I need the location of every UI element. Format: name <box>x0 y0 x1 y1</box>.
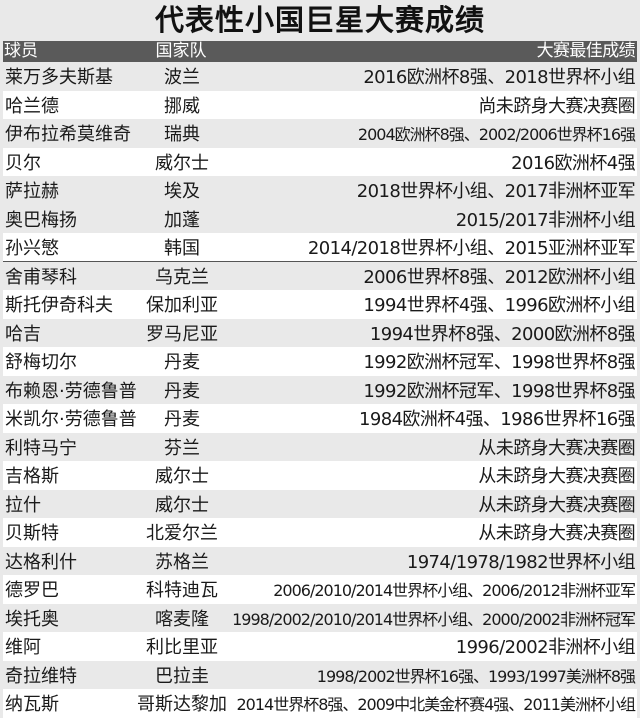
table-row: 利特马宁 芬兰 从未跻身大赛决赛圈 <box>3 432 637 461</box>
result-cell: 1994世界杯8强、2000欧洲杯8强 <box>369 323 636 345</box>
player-cell: 米凯尔·劳德鲁普 <box>5 409 137 431</box>
table-row: 舍甫琴科 乌克兰 2006世界杯8强、2012欧洲杯小组 <box>3 261 637 290</box>
country-cell: 挪威 <box>164 95 200 117</box>
result-cell: 2015/2017非洲杯小组 <box>455 209 636 231</box>
country-cell: 北爱尔兰 <box>146 523 218 545</box>
result-cell: 从未跻身大赛决赛圈 <box>478 494 635 516</box>
result-cell: 1998/2002/2010/2014世界杯小组、2000/2002非洲杯冠军 <box>232 609 636 629</box>
player-cell: 哈吉 <box>5 323 41 345</box>
table-row: 萨拉赫 埃及 2018世界杯小组、2017非洲杯亚军 <box>3 176 637 205</box>
country-cell: 喀麦隆 <box>155 608 209 630</box>
table-row: 拉什 威尔士 从未跻身大赛决赛圈 <box>3 489 637 518</box>
table-row: 贝尔 威尔士 2016欧洲杯4强 <box>3 147 637 176</box>
table-row: 米凯尔·劳德鲁普 丹麦 1984欧洲杯4强、1986世界杯16强 <box>3 404 637 433</box>
player-cell: 舍甫琴科 <box>5 266 77 288</box>
table-row: 伊布拉希莫维奇 瑞典 2004欧洲杯8强、2002/2006世界杯16强 <box>3 119 637 148</box>
result-cell: 1994世界杯4强、1996欧洲杯小组 <box>363 295 635 317</box>
result-cell: 2004欧洲杯8强、2002/2006世界杯16强 <box>357 125 636 145</box>
country-cell: 丹麦 <box>164 380 200 402</box>
country-cell: 威尔士 <box>155 152 209 174</box>
country-cell: 丹麦 <box>164 409 200 431</box>
result-cell: 1996/2002非洲杯小组 <box>455 637 636 659</box>
result-cell: 2018世界杯小组、2017非洲杯亚军 <box>356 181 636 203</box>
player-cell: 布赖恩·劳德鲁普 <box>5 380 137 402</box>
country-cell: 科特迪瓦 <box>146 580 218 602</box>
player-cell: 舒梅切尔 <box>5 352 77 374</box>
header-country: 国家队 <box>155 41 207 61</box>
result-cell: 2014世界杯8强、2009中北美金杯赛4强、2011美洲杯小组 <box>236 695 636 715</box>
table-row: 德罗巴 科特迪瓦 2006/2010/2014世界杯小组、2006/2012非洲杯亚… <box>3 575 637 604</box>
player-cell: 德罗巴 <box>5 580 59 602</box>
player-cell: 拉什 <box>5 494 41 516</box>
country-cell: 哥斯达黎加 <box>137 694 227 716</box>
player-cell: 吉格斯 <box>5 466 59 488</box>
table-row: 维阿 利比里亚 1996/2002非洲杯小组 <box>3 632 637 661</box>
player-cell: 莱万多夫斯基 <box>5 67 113 89</box>
country-cell: 波兰 <box>164 67 200 89</box>
country-cell: 丹麦 <box>164 352 200 374</box>
country-cell: 瑞典 <box>164 124 200 146</box>
table-row: 哈兰德 挪威 尚未跻身大赛决赛圈 <box>3 90 637 119</box>
table-row: 埃托奥 喀麦隆 1998/2002/2010/2014世界杯小组、2000/2002… <box>3 603 637 632</box>
player-cell: 维阿 <box>5 637 41 659</box>
country-cell: 威尔士 <box>155 466 209 488</box>
player-cell: 孙兴慜 <box>5 237 59 259</box>
player-cell: 萨拉赫 <box>5 181 59 203</box>
table-row: 纳瓦斯 哥斯达黎加 2014世界杯8强、2009中北美金杯赛4强、2011美洲杯小组 <box>3 689 637 718</box>
result-cell: 从未跻身大赛决赛圈 <box>478 437 635 459</box>
country-cell: 利比里亚 <box>146 637 218 659</box>
result-cell: 1992欧洲杯冠军、1998世界杯8强 <box>363 352 635 374</box>
player-cell: 哈兰德 <box>5 95 59 117</box>
header-player: 球员 <box>4 41 38 61</box>
result-cell: 2006世界杯8强、2012欧洲杯小组 <box>363 266 635 288</box>
table-body: 莱万多夫斯基 波兰 2016欧洲杯8强、2018世界杯小组哈兰德 挪威 尚未跻身大赛决赛… <box>0 62 640 718</box>
table-row: 莱万多夫斯基 波兰 2016欧洲杯8强、2018世界杯小组 <box>3 62 637 91</box>
header-result: 大赛最佳成绩 <box>536 41 636 61</box>
table-row: 奇拉维特 巴拉圭 1998/2002世界杯16强、1993/1997美洲杯8强 <box>3 660 637 689</box>
table-row: 达格利什 苏格兰 1974/1978/1982世界杯小组 <box>3 546 637 575</box>
result-cell: 尚未跻身大赛决赛圈 <box>478 95 635 117</box>
result-cell: 1998/2002世界杯16强、1993/1997美洲杯8强 <box>316 666 636 686</box>
result-cell: 从未跻身大赛决赛圈 <box>478 523 635 545</box>
player-cell: 贝斯特 <box>5 523 59 545</box>
result-cell: 1992欧洲杯冠军、1998世界杯8强 <box>363 380 635 402</box>
table-row: 吉格斯 威尔士 从未跻身大赛决赛圈 <box>3 461 637 490</box>
player-cell: 贝尔 <box>5 152 41 174</box>
player-cell: 纳瓦斯 <box>5 694 59 716</box>
player-cell: 埃托奥 <box>5 608 59 630</box>
country-cell: 乌克兰 <box>155 266 209 288</box>
table-title: 代表性小国巨星大赛成绩 <box>154 3 485 37</box>
table-row: 孙兴慜 韩国 2014/2018世界杯小组、2015亚洲杯亚军 <box>3 233 637 262</box>
country-cell: 芬兰 <box>164 437 200 459</box>
country-cell: 苏格兰 <box>155 551 209 573</box>
table-row: 哈吉 罗马尼亚 1994世界杯8强、2000欧洲杯8强 <box>3 318 637 347</box>
table-row: 贝斯特 北爱尔兰 从未跻身大赛决赛圈 <box>3 518 637 547</box>
player-cell: 奥巴梅扬 <box>5 209 77 231</box>
player-cell: 达格利什 <box>5 551 77 573</box>
table-row: 斯托伊奇科夫 保加利亚 1994世界杯4强、1996欧洲杯小组 <box>3 290 637 319</box>
country-cell: 加蓬 <box>164 209 200 231</box>
result-cell: 2014/2018世界杯小组、2015亚洲杯亚军 <box>307 237 636 259</box>
player-cell: 伊布拉希莫维奇 <box>5 124 131 146</box>
country-cell: 埃及 <box>164 181 200 203</box>
player-cell: 奇拉维特 <box>5 665 77 687</box>
result-cell: 从未跻身大赛决赛圈 <box>478 466 635 488</box>
country-cell: 韩国 <box>164 237 200 259</box>
table-row: 奥巴梅扬 加蓬 2015/2017非洲杯小组 <box>3 204 637 233</box>
table-header: 球员 国家队 大赛最佳成绩 <box>3 41 637 62</box>
result-cell: 2016欧洲杯4强 <box>511 152 635 174</box>
player-cell: 利特马宁 <box>5 437 77 459</box>
table-row: 舒梅切尔 丹麦 1992欧洲杯冠军、1998世界杯8强 <box>3 347 637 376</box>
player-cell: 斯托伊奇科夫 <box>5 295 113 317</box>
result-cell: 1984欧洲杯4强、1986世界杯16强 <box>359 409 636 431</box>
country-cell: 威尔士 <box>155 494 209 516</box>
table-row: 布赖恩·劳德鲁普 丹麦 1992欧洲杯冠军、1998世界杯8强 <box>3 375 637 404</box>
result-cell: 1974/1978/1982世界杯小组 <box>406 551 636 573</box>
result-cell: 2006/2010/2014世界杯小组、2006/2012非洲杯亚军 <box>273 581 636 601</box>
country-cell: 巴拉圭 <box>155 665 209 687</box>
result-cell: 2016欧洲杯8强、2018世界杯小组 <box>363 67 635 89</box>
country-cell: 保加利亚 <box>146 295 218 317</box>
country-cell: 罗马尼亚 <box>146 323 218 345</box>
